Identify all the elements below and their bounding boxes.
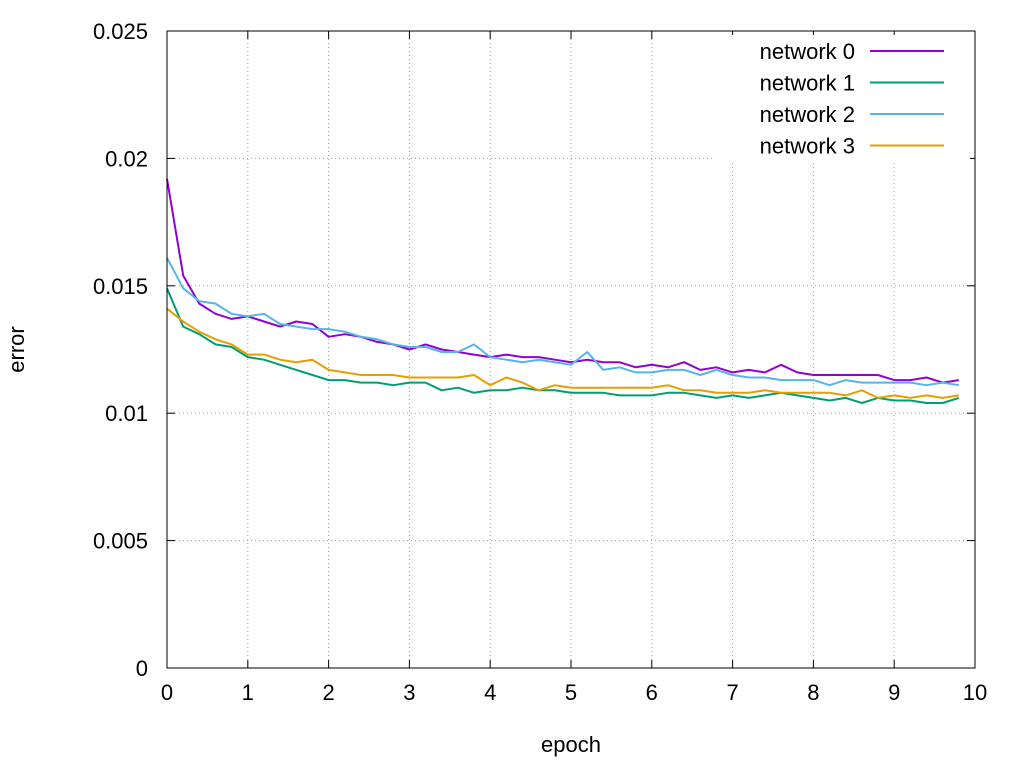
series-line-network-1 (166, 287, 960, 404)
y-tick-label: 0.015 (93, 274, 148, 299)
x-tick-label: 5 (565, 680, 577, 705)
x-tick-label: 8 (807, 680, 819, 705)
x-tick-label: 7 (726, 680, 738, 705)
x-tick-label: 3 (403, 680, 415, 705)
x-tick-label: 6 (646, 680, 658, 705)
legend-label: network 3 (760, 134, 855, 159)
x-tick-label: 2 (322, 680, 334, 705)
y-tick-label: 0.005 (93, 529, 148, 554)
legend-label: network 0 (760, 39, 855, 64)
x-axis-label: epoch (541, 732, 601, 757)
legend: network 0 network 1 network 2 network 3 (715, 35, 970, 161)
y-tick-label: 0.02 (105, 146, 148, 171)
x-tick-label: 1 (242, 680, 254, 705)
series-line-network-3 (166, 307, 959, 399)
y-tick-label: 0 (136, 656, 148, 681)
x-tick-label: 0 (161, 680, 173, 705)
grid-layer (167, 31, 975, 668)
series-layer (166, 178, 960, 404)
x-tick-label: 10 (963, 680, 987, 705)
x-tick-label: 9 (888, 680, 900, 705)
series-line-network-2 (166, 257, 959, 387)
legend-label: network 1 (760, 71, 855, 96)
y-axis-label: error (4, 326, 29, 372)
ticks-layer: 0 1 2 3 4 5 6 7 8 9 10 0 0.005 0.01 0.015 0.02 0.025 (93, 19, 987, 705)
y-tick-label: 0.025 (93, 19, 148, 44)
x-tick-label: 4 (484, 680, 496, 705)
legend-background (715, 35, 970, 161)
y-tick-label: 0.01 (105, 401, 148, 426)
series-line-network-0 (166, 178, 959, 384)
legend-label: network 2 (760, 102, 855, 127)
